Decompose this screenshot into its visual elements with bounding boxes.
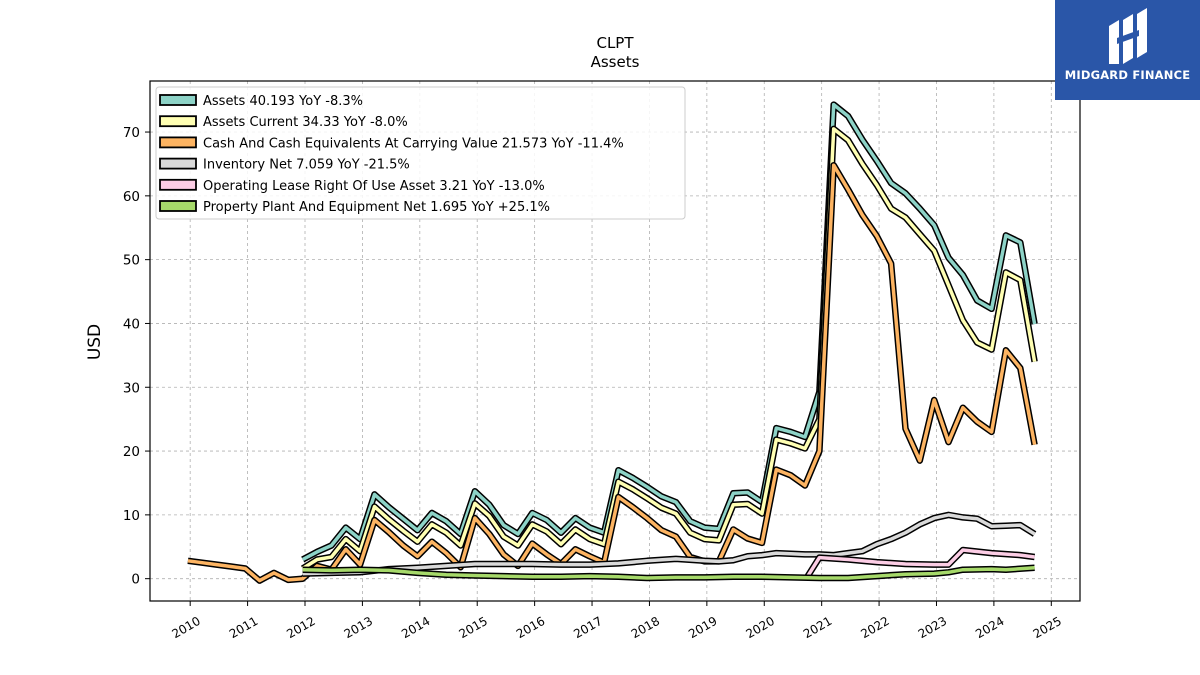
x-tick-label: 2021: [801, 614, 834, 641]
legend-swatch: [159, 157, 197, 170]
brand-name: MIDGARD FINANCE: [1064, 68, 1191, 82]
x-tick-label: 2023: [916, 614, 949, 641]
x-tick-label: 2024: [973, 614, 1006, 641]
brand-logo: MIDGARD FINANCE: [1055, 0, 1200, 100]
legend-swatch: [159, 178, 197, 191]
y-tick-label: 70: [123, 125, 140, 141]
x-tick-label: 2022: [858, 614, 891, 641]
series-line: [301, 102, 1037, 562]
y-tick-label: 50: [123, 253, 140, 269]
legend-label: Operating Lease Right Of Use Asset 3.21 …: [203, 179, 545, 194]
plot-frame: [149, 80, 1081, 602]
series-4: [302, 511, 1037, 577]
x-tick-label: 2015: [456, 614, 489, 641]
legend-box: [155, 86, 686, 220]
y-tick-label: 0: [131, 572, 140, 588]
x-tick-label: 2017: [571, 614, 604, 641]
y-tick-label: 20: [123, 444, 140, 460]
x-tick-label: 2025: [1031, 614, 1064, 641]
legend-label: Assets 40.193 YoY -8.3%: [203, 94, 363, 109]
x-tick-label: 2020: [744, 614, 777, 641]
y-axis-label: USD: [85, 324, 105, 360]
series-line: [302, 566, 1035, 580]
x-tick-label: 2018: [629, 614, 662, 641]
x-tick-label: 2014: [399, 614, 432, 641]
series-1: [301, 101, 1038, 563]
legend-item: Assets 40.193 YoY -8.3%: [159, 94, 363, 109]
legend-label: Assets Current 34.33 YoY -8.0%: [203, 115, 408, 130]
y-tick-label: 30: [123, 380, 140, 396]
chart-title: CLPT: [596, 34, 634, 52]
y-tick-label: 60: [123, 189, 140, 205]
legend-item: Assets Current 34.33 YoY -8.0%: [159, 115, 408, 130]
legend-swatch: [159, 200, 197, 212]
y-tick-label: 40: [123, 316, 140, 332]
x-tick-label: 2013: [342, 614, 375, 641]
x-tick-label: 2019: [686, 614, 719, 641]
legend-item: Cash And Cash Equivalents At Carrying Va…: [159, 136, 624, 151]
legend-item: Inventory Net 7.059 YoY -21.5%: [159, 157, 410, 173]
series-2: [300, 125, 1038, 572]
legend: Assets 40.193 YoY -8.3% Assets Current 34…: [155, 86, 686, 220]
chart-subtitle: Assets: [591, 53, 640, 71]
x-tick-label: 2010: [169, 614, 202, 641]
legend-swatch: [159, 136, 197, 149]
midgard-logo-icon: [1108, 8, 1147, 64]
series-6: [302, 564, 1035, 582]
series-lines: [187, 101, 1038, 584]
legend-label: Cash And Cash Equivalents At Carrying Va…: [203, 136, 624, 151]
legend-label: Property Plant And Equipment Net 1.695 Y…: [203, 200, 550, 215]
legend-swatch: [159, 94, 197, 106]
x-tick-label: 2011: [227, 614, 260, 641]
y-tick-label: 10: [123, 508, 140, 524]
legend-item: Operating Lease Right Of Use Asset 3.21 …: [159, 178, 545, 194]
series-line: [302, 513, 1036, 576]
legend-item: Property Plant And Equipment Net 1.695 Y…: [159, 200, 550, 215]
series-5: [804, 546, 1036, 579]
series-3: [187, 161, 1038, 584]
x-tick-label: 2012: [284, 614, 317, 641]
legend-label: Inventory Net 7.059 YoY -21.5%: [203, 158, 410, 173]
series-outline: [187, 161, 1038, 584]
legend-swatch: [159, 115, 197, 128]
series-line: [301, 127, 1037, 570]
series-line: [805, 548, 1035, 578]
x-tick-label: 2016: [514, 614, 547, 641]
